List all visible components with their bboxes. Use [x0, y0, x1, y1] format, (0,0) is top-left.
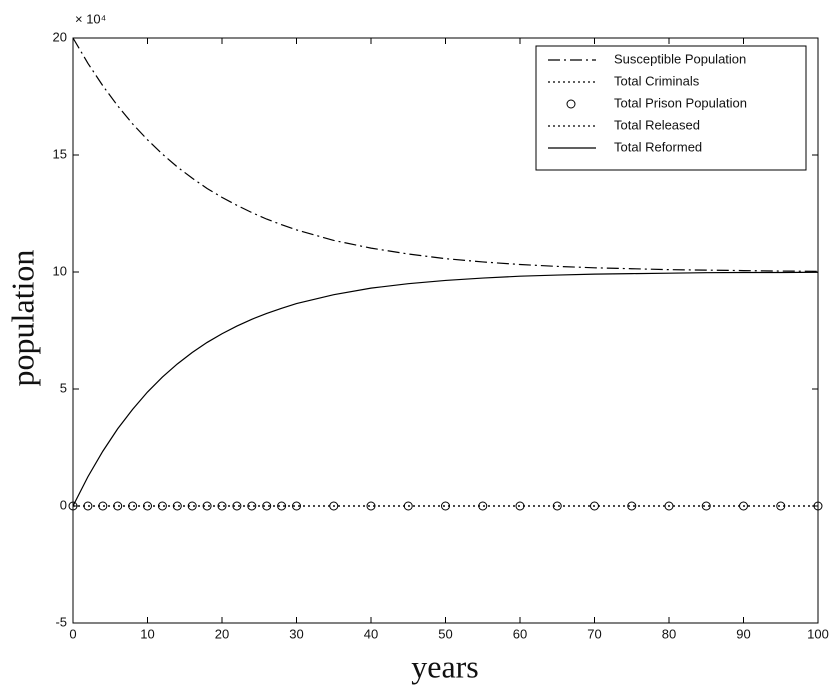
- y-tick-label: 10: [53, 263, 67, 278]
- series-line: [72, 37, 819, 272]
- data-point: [247, 501, 257, 511]
- y-tick-label: 5: [60, 380, 67, 395]
- y-tick-label: 0: [60, 497, 67, 512]
- data-point: [627, 501, 637, 511]
- x-tick-label: 80: [662, 626, 676, 641]
- y-tick-label: 15: [53, 146, 67, 161]
- data-point: [701, 501, 711, 511]
- legend-label: Total Criminals: [614, 73, 700, 88]
- x-tick-label: 20: [215, 626, 229, 641]
- x-tick-label: 40: [364, 626, 378, 641]
- x-axis-label: years: [411, 648, 479, 684]
- x-tick-label: 10: [140, 626, 154, 641]
- legend-marker: [566, 99, 576, 109]
- legend-label: Total Released: [614, 117, 700, 132]
- x-tick-label: 60: [513, 626, 527, 641]
- legend-box: [535, 45, 807, 171]
- data-point: [262, 501, 272, 511]
- series-line: [72, 271, 819, 507]
- x-tick-label: 100: [807, 626, 829, 641]
- legend-label: Total Reformed: [614, 139, 702, 154]
- x-tick-label: 0: [69, 626, 76, 641]
- y-tick-label: 20: [53, 29, 67, 44]
- y-multiplier: × 10⁴: [75, 11, 106, 26]
- x-tick-label: 90: [736, 626, 750, 641]
- x-tick-label: 30: [289, 626, 303, 641]
- data-point: [232, 501, 242, 511]
- y-axis-label: population: [4, 250, 40, 387]
- y-tick-label: -5: [55, 614, 67, 629]
- data-point: [277, 501, 287, 511]
- data-point: [68, 501, 78, 511]
- data-point: [292, 501, 301, 511]
- legend-label: Susceptible Population: [614, 51, 746, 66]
- x-tick-label: 70: [587, 626, 601, 641]
- legend-label: Total Prison Population: [614, 95, 747, 110]
- x-tick-label: 50: [438, 626, 452, 641]
